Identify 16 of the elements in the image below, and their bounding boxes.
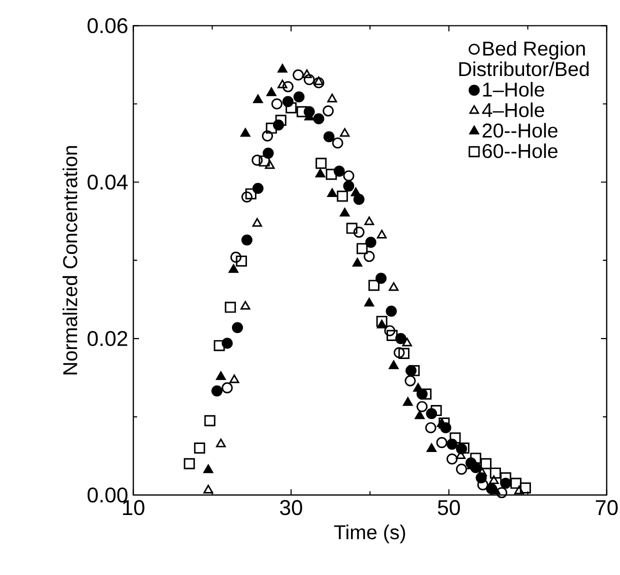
legend-label: 4–Hole — [482, 102, 544, 118]
legend-label: 20--Hole — [482, 122, 558, 138]
y-axis-title: Normalized Concentration — [62, 146, 78, 374]
legend-label: 60--Hole — [482, 143, 558, 158]
y-tick-label: 0.04 — [88, 174, 128, 190]
x-tick-label: 10 — [123, 500, 144, 516]
x-tick-label: 50 — [438, 500, 460, 516]
legend-title: Distributor/Bed — [459, 61, 589, 76]
y-tick-label: 0.02 — [88, 331, 128, 346]
legend-label: Bed Region — [483, 40, 585, 60]
legend-label: 1–Hole — [483, 82, 544, 97]
y-tick-label: 0.06 — [88, 18, 128, 34]
x-axis-title: Time (s) — [334, 524, 406, 544]
y-tick-label: 0.00 — [88, 487, 128, 503]
x-tick-label: 70 — [596, 500, 618, 516]
x-tick-label: 30 — [280, 500, 302, 516]
